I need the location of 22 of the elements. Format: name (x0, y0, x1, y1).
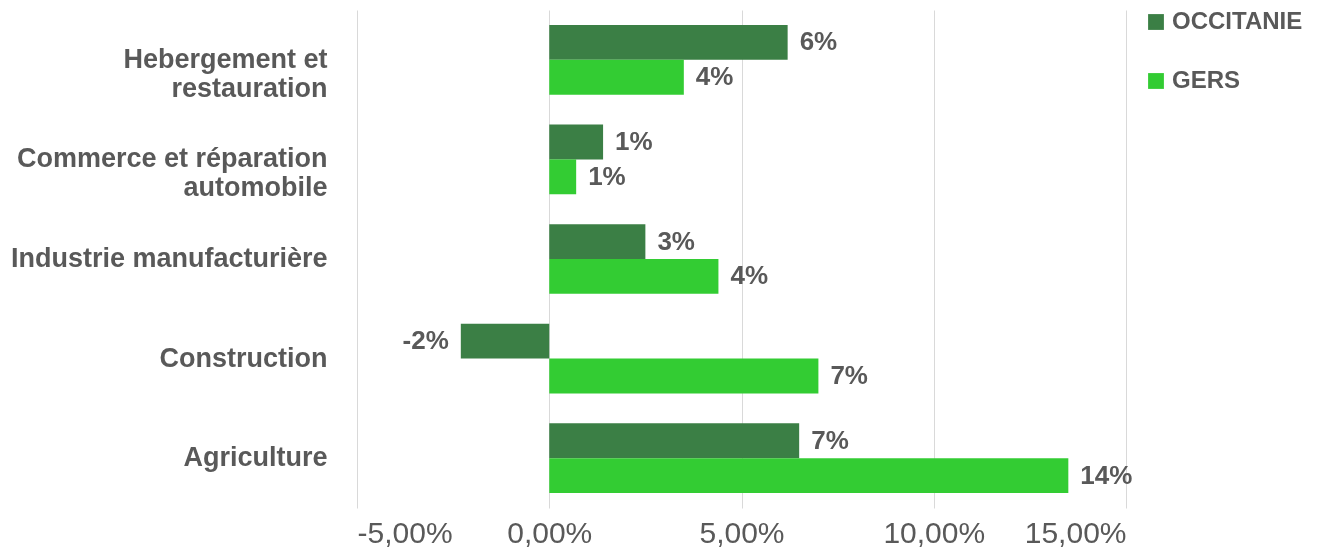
data-label: 3% (657, 225, 695, 256)
data-label: 14% (1080, 459, 1133, 490)
y-tick-label: Hebergement et restauration (123, 43, 328, 103)
x-tick-label: 5,00% (699, 515, 785, 549)
data-label: -2% (402, 325, 449, 356)
x-tick-label: -5,00% (357, 515, 453, 549)
y-tick-label: Construction (159, 342, 328, 373)
legend-label: OCCITANIE (1172, 7, 1303, 34)
data-label: 1% (588, 160, 626, 191)
data-label: 1% (615, 125, 653, 156)
data-label: 4% (695, 61, 734, 92)
legend-label: GERS (1172, 66, 1241, 93)
data-label: 6% (799, 26, 838, 57)
data-label: 4% (730, 260, 769, 291)
y-tick-label: Industrie manufacturière (10, 243, 328, 273)
x-tick-label: 0,00% (507, 515, 593, 549)
y-tick-label: Commerce et réparation automobile (16, 143, 328, 203)
x-tick-label: 10,00% (883, 515, 986, 549)
data-label: 7% (811, 424, 849, 455)
y-tick-label: Agriculture (183, 442, 328, 473)
data-label: 7% (830, 360, 868, 391)
x-tick-label: 15,00% (1024, 515, 1127, 549)
